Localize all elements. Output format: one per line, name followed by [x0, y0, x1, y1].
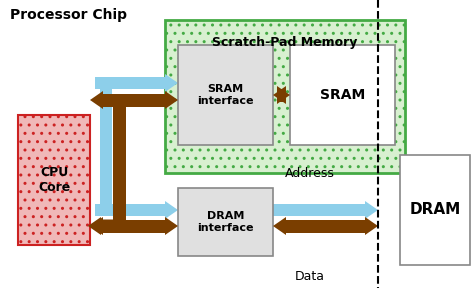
Text: CPU
Core: CPU Core — [38, 166, 70, 194]
Text: SRAM
interface: SRAM interface — [197, 84, 254, 106]
Polygon shape — [165, 217, 178, 235]
Polygon shape — [90, 217, 103, 235]
Bar — [103, 219, 165, 232]
Text: DRAM
interface: DRAM interface — [197, 211, 254, 233]
Bar — [178, 188, 273, 256]
Bar — [113, 94, 126, 233]
Polygon shape — [95, 74, 178, 92]
Bar — [178, 45, 273, 145]
Polygon shape — [95, 201, 178, 219]
Polygon shape — [273, 217, 286, 235]
Text: DRAM: DRAM — [409, 202, 461, 217]
Polygon shape — [88, 217, 113, 235]
Text: Data: Data — [295, 270, 325, 283]
Text: SRAM: SRAM — [320, 88, 365, 102]
Text: Scratch-Pad Memory: Scratch-Pad Memory — [212, 36, 358, 49]
Polygon shape — [165, 91, 178, 109]
Bar — [18, 115, 90, 245]
Bar — [400, 155, 470, 265]
Bar — [165, 20, 405, 173]
Bar — [103, 94, 165, 107]
Bar — [277, 88, 286, 101]
Polygon shape — [277, 86, 290, 104]
Bar — [290, 45, 395, 145]
Bar — [286, 219, 365, 232]
Polygon shape — [273, 201, 378, 219]
Text: Processor Chip: Processor Chip — [10, 8, 127, 22]
Polygon shape — [90, 91, 103, 109]
Polygon shape — [273, 86, 286, 104]
Bar — [100, 77, 112, 216]
Polygon shape — [365, 217, 378, 235]
Text: Address: Address — [285, 167, 335, 180]
